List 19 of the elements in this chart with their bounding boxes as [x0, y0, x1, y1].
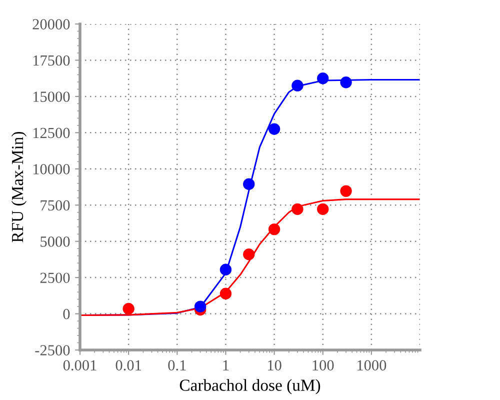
x-tick-label: 1	[223, 360, 229, 370]
y-tick-label: 15000	[33, 92, 70, 102]
y-tick-label: 5000	[40, 236, 70, 247]
x-tick-label: 100	[312, 360, 334, 370]
y-tick-label: 10000	[33, 164, 70, 174]
x-tick-label: 10	[268, 360, 282, 370]
x-tick-label: 0.001	[63, 360, 96, 371]
y-tick-label: 20000	[32, 19, 70, 30]
y-tick-label: 17500	[33, 55, 70, 66]
y-tick-label: 12500	[33, 128, 70, 138]
y-tick-label: 7500	[40, 200, 70, 211]
y-axis-title: RFU (Max-Min)	[11, 132, 27, 242]
y-tick-label: -2500	[35, 345, 70, 356]
x-tick-label: 0.01	[116, 360, 142, 371]
y-tick-label: 0	[63, 308, 70, 320]
x-tick-label: 1000	[357, 360, 386, 370]
x-tick-label: 0.1	[168, 360, 186, 371]
x-axis-title: Carbachol dose (uM)	[180, 379, 320, 394]
y-tick-label: 2500	[40, 272, 70, 284]
